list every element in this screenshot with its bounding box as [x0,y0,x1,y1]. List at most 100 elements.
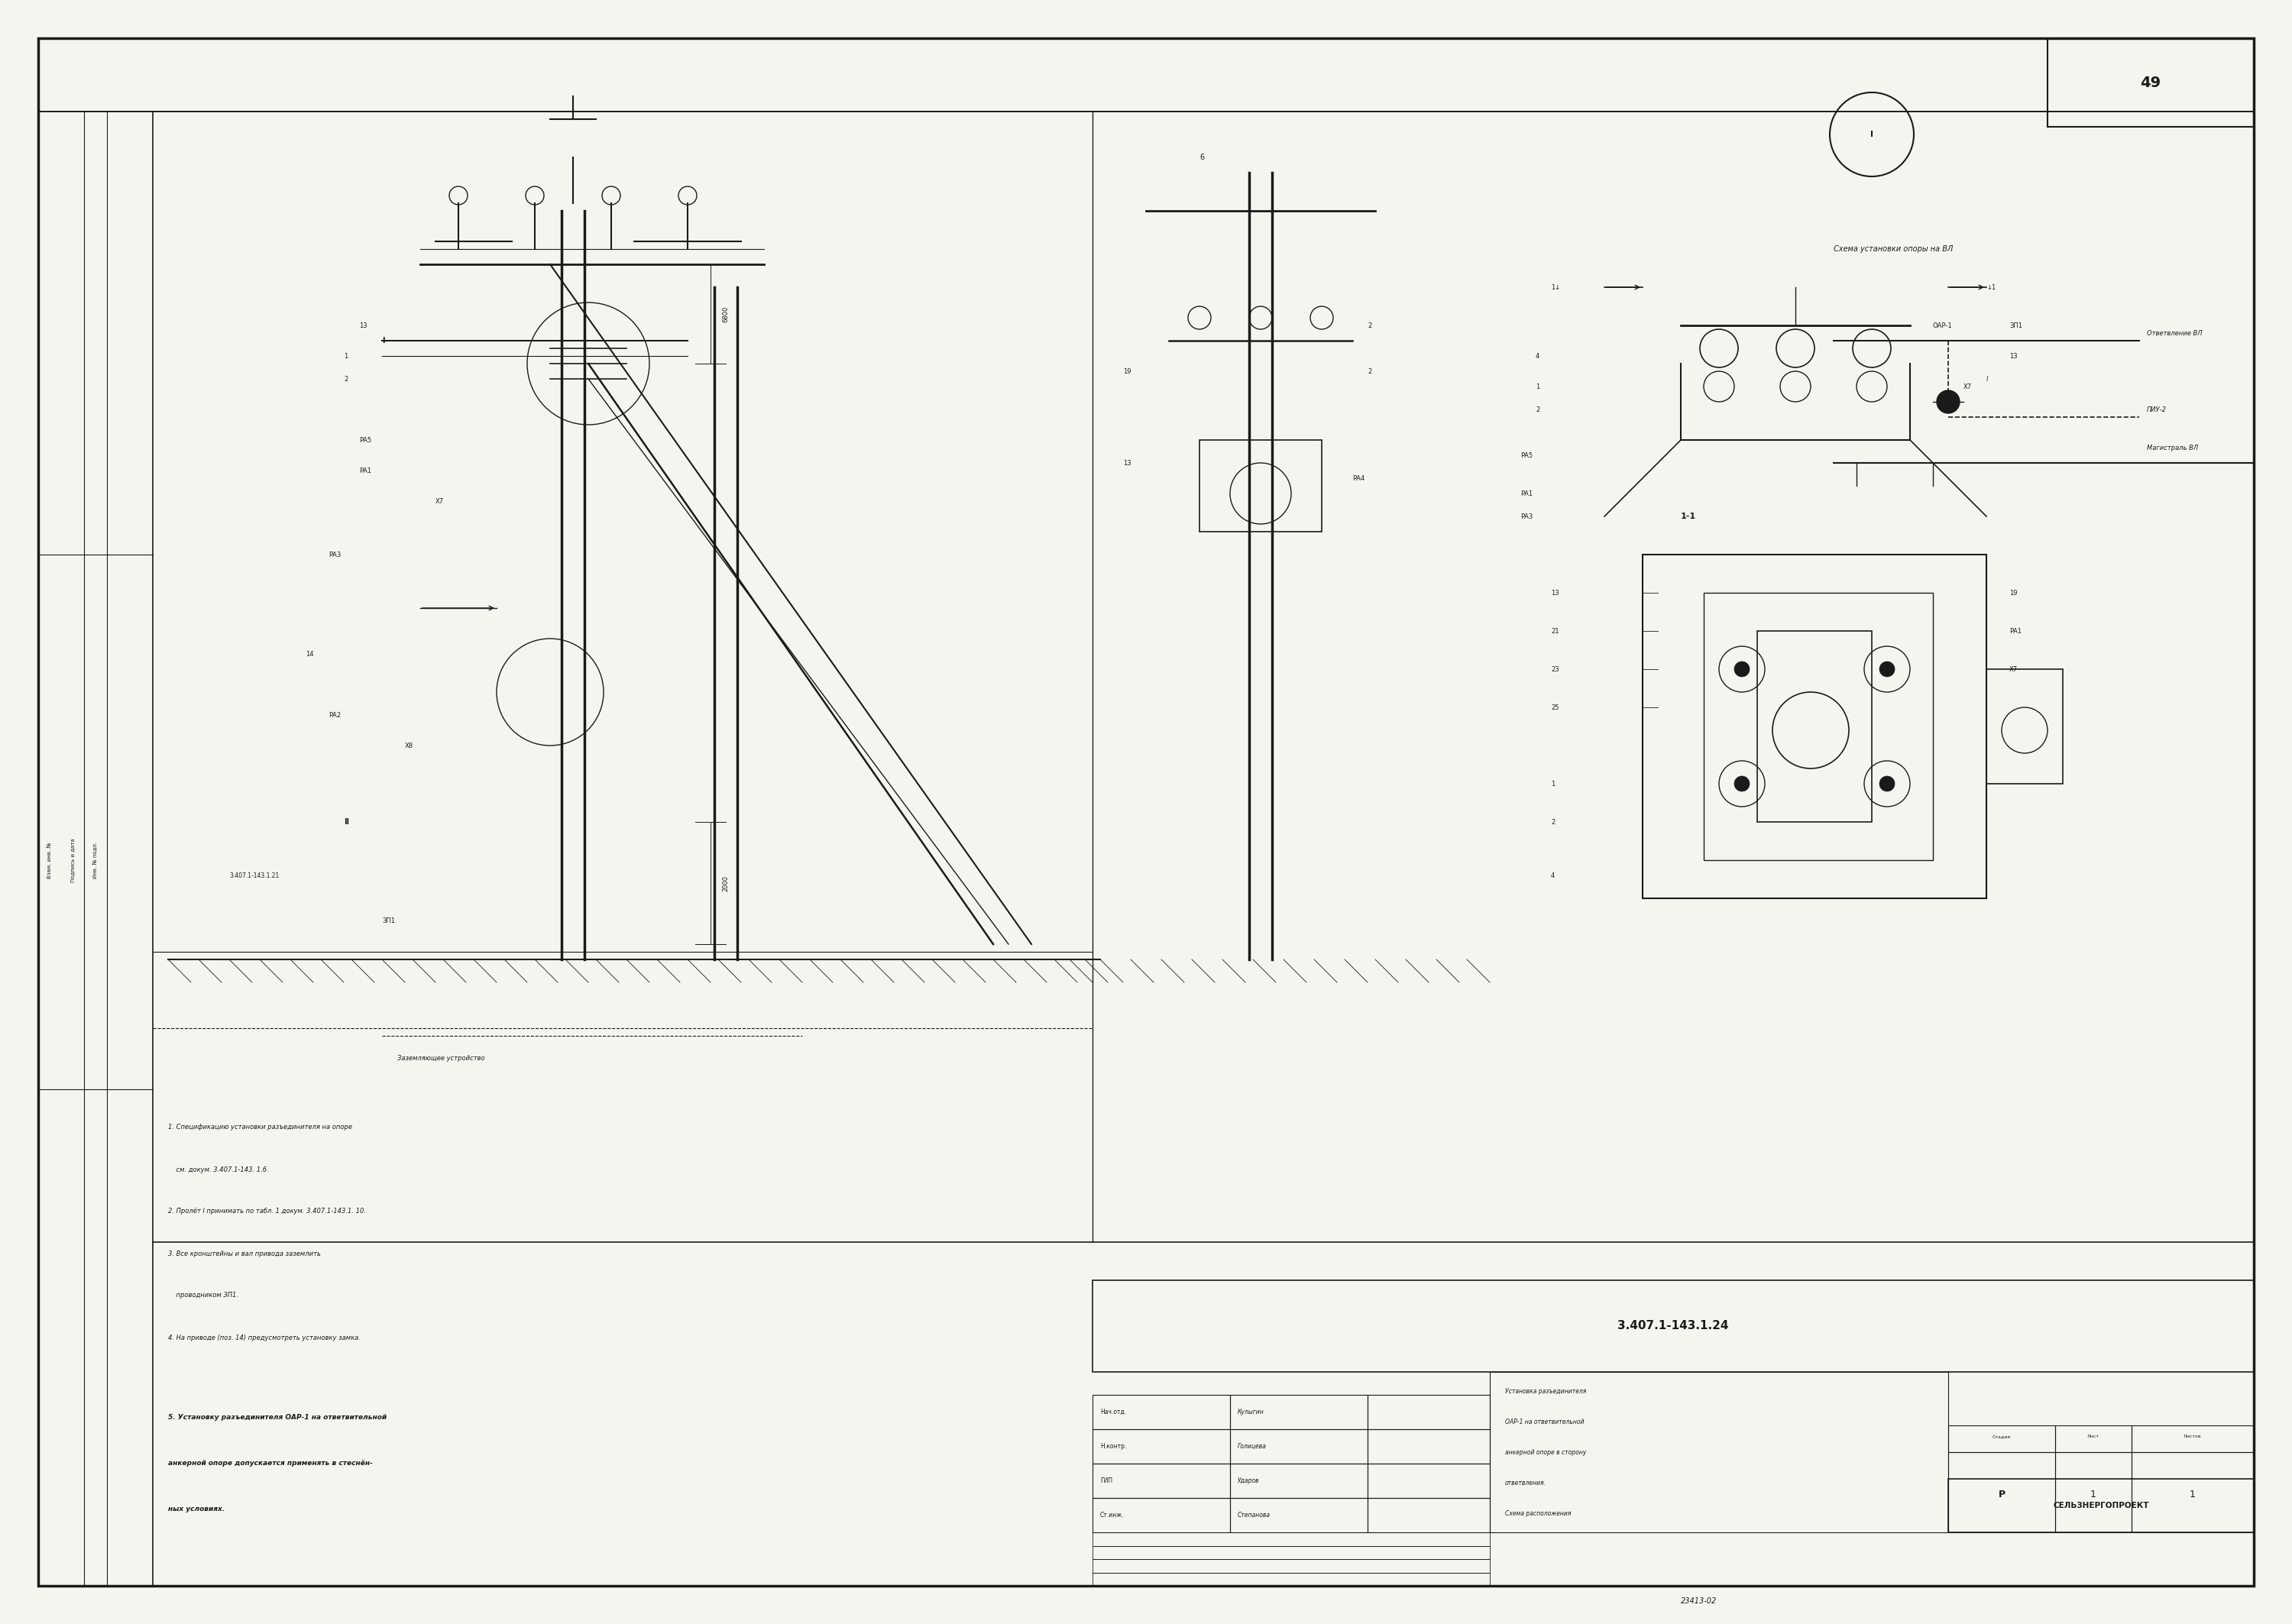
Bar [1093,1463,1231,1497]
Text: 5. Установку разъединителя ОАР-1 на ответвительной: 5. Установку разъединителя ОАР-1 на отве… [167,1415,387,1421]
Bar [1643,554,1987,898]
Text: Лист: Лист [2088,1436,2099,1439]
Text: 1: 1 [344,352,348,359]
Bar [1758,632,1873,822]
Text: 2: 2 [1368,367,1371,375]
Text: ЗП1: ЗП1 [2010,322,2022,328]
Text: Х7: Х7 [435,497,445,505]
Text: ГИП: ГИП [1100,1478,1112,1484]
Text: 1: 1 [2090,1489,2097,1499]
Text: Стадия: Стадия [1992,1436,2010,1439]
Text: Магистраль ВЛ: Магистраль ВЛ [2148,445,2198,451]
Bar [1948,1426,2056,1452]
Text: РА3: РА3 [1520,513,1533,520]
Bar [1231,1395,1368,1429]
Text: 13: 13 [1552,590,1559,596]
Text: 1: 1 [1536,383,1540,390]
Text: 1↓: 1↓ [1552,284,1561,291]
Bar [1231,1497,1368,1533]
Bar [1093,1559,1490,1572]
Text: РА1: РА1 [1520,490,1533,497]
Text: Х7: Х7 [1964,383,1971,390]
Text: СЕЛЬЗНЕРГОПРОЕКТ: СЕЛЬЗНЕРГОПРОЕКТ [2054,1502,2150,1509]
Text: Установка разъединителя: Установка разъединителя [1506,1387,1586,1395]
Text: I: I [1870,130,1873,138]
Text: 2: 2 [344,375,348,382]
Text: 13: 13 [1123,460,1132,466]
Text: 19: 19 [2010,590,2017,596]
Bar [1368,1497,1490,1533]
Bar [1093,1546,1490,1559]
Text: Инв. № подл.: Инв. № подл. [94,841,99,879]
Text: ответвления.: ответвления. [1506,1479,1547,1486]
Text: Кулыгин: Кулыгин [1238,1408,1265,1416]
Bar [1368,1429,1490,1463]
Text: РА3: РА3 [328,551,342,559]
Text: 19: 19 [1123,367,1132,375]
Bar [1368,1463,1490,1497]
Text: 4: 4 [1552,872,1554,879]
Text: 4: 4 [1536,352,1540,359]
Text: РА1: РА1 [360,468,371,474]
Text: 2: 2 [1552,818,1554,825]
Text: 3.407.1-143.1.24: 3.407.1-143.1.24 [1618,1320,1728,1332]
Text: Ст.инж.: Ст.инж. [1100,1512,1125,1518]
Text: 2000: 2000 [722,875,729,892]
Text: РА1: РА1 [2010,627,2022,635]
Bar [1948,1479,2253,1533]
Bar [1093,1395,1231,1429]
Text: 2: 2 [1536,406,1540,412]
Bar [1231,1463,1368,1497]
Text: 13: 13 [2010,352,2017,359]
Bar [1490,1372,1948,1533]
Bar [2132,1426,2253,1452]
Text: 1. Спецификацию установки разъединителя на опоре: 1. Спецификацию установки разъединителя … [167,1124,353,1130]
Text: ЗП1: ЗП1 [383,918,394,924]
Bar [1093,1572,1490,1585]
Text: ПИУ-2: ПИУ-2 [2148,406,2166,412]
Text: см. докум. 3.407.1-143. 1.6.: см. докум. 3.407.1-143. 1.6. [167,1166,268,1173]
Bar [1703,593,1932,861]
Text: Заземляющее устройство: Заземляющее устройство [397,1056,486,1062]
Text: РА2: РА2 [328,711,342,718]
Text: ОАР-1: ОАР-1 [1932,322,1953,328]
Text: 21: 21 [1552,627,1559,635]
Circle shape [1937,390,1960,412]
Bar [1093,1497,1231,1533]
Text: Ответвление ВЛ: Ответвление ВЛ [2148,330,2203,336]
Text: Ударов: Ударов [1238,1478,1261,1484]
Text: ных условиях.: ных условиях. [167,1505,225,1514]
Text: Н.контр.: Н.контр. [1100,1444,1125,1450]
Text: анкерной опоре допускается применять в стеснён-: анкерной опоре допускается применять в с… [167,1460,374,1466]
Bar [1093,1533,1490,1546]
Bar [2056,1426,2132,1452]
Text: 2: 2 [1368,322,1371,328]
Text: 13: 13 [360,322,367,328]
Text: Голицева: Голицева [1238,1444,1267,1450]
Text: ОАР-1 на ответвительной: ОАР-1 на ответвительной [1506,1418,1584,1424]
Text: Х7: Х7 [2010,666,2017,672]
Bar [39,112,154,1585]
Bar [1987,669,2063,784]
Text: Взам. инв. №: Взам. инв. № [48,841,53,879]
Text: Р: Р [1999,1489,2006,1499]
Bar [1948,1452,2056,1533]
Text: 23: 23 [1552,666,1559,672]
Text: 4. На приводе (поз. 14) предусмотреть установку замка.: 4. На приводе (поз. 14) предусмотреть ус… [167,1333,360,1341]
Text: 6: 6 [1199,154,1203,161]
Text: 3.407.1-143.1.21: 3.407.1-143.1.21 [229,872,280,879]
Text: Нач.отд.: Нач.отд. [1100,1408,1125,1416]
Bar [1368,1395,1490,1429]
Text: 1-1: 1-1 [1680,513,1696,520]
Text: 1: 1 [1552,780,1554,788]
Text: РА5: РА5 [1520,451,1533,458]
Text: Степанова: Степанова [1238,1512,1270,1518]
Bar [1231,1429,1368,1463]
Bar [2056,1452,2132,1533]
Text: проводником ЗП1.: проводником ЗП1. [167,1293,238,1299]
Text: 2. Пролёт l принимать по табл. 1 докум. 3.407.1-143.1. 10.: 2. Пролёт l принимать по табл. 1 докум. … [167,1208,367,1215]
Circle shape [1735,776,1749,791]
Text: I: I [383,336,385,344]
Text: Листов: Листов [2184,1436,2203,1439]
Text: II: II [344,818,348,825]
